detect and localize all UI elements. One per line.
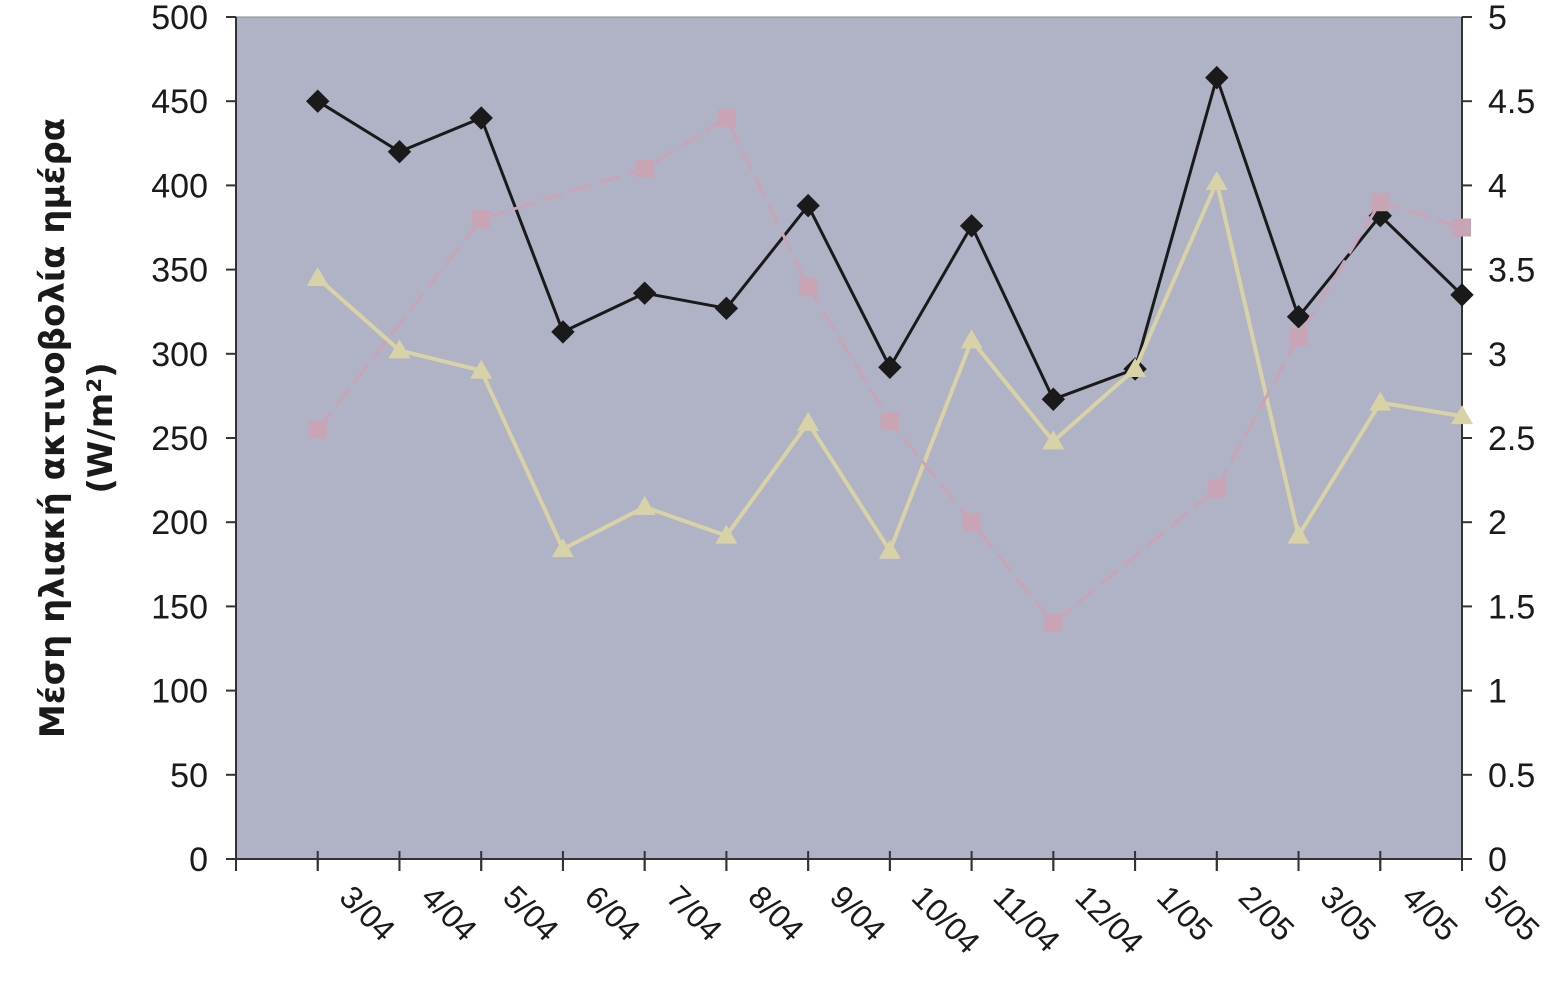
y-right-tick-label: 4.5 [1488,83,1535,121]
x-tick-label: 4/05 [1395,878,1464,947]
x-tick-label: 3/04 [333,878,402,947]
series-1-point [714,296,739,321]
series-1-point [1286,305,1311,329]
series-3-line [316,116,1463,625]
y-left-tick-label: 500 [151,0,208,37]
y-right-tick-label: 3 [1488,336,1507,374]
y-right-tick-label: 0 [1488,841,1507,879]
series-2-point [388,339,411,359]
series-2-point [633,496,656,516]
x-tick-label: 8/04 [741,878,810,947]
series-1-point [387,140,412,164]
y-left-tick-label: 400 [151,167,208,205]
y-right-tick-label: 2.5 [1488,420,1535,458]
y-right-tick-label: 1 [1488,673,1507,711]
series-1-point [306,89,330,113]
x-tick-label: 5/05 [1477,878,1546,947]
y-left-tick-label: 150 [151,588,208,626]
y-right-tick-label: 1.5 [1488,588,1535,626]
series-2-point [470,359,493,379]
series-3-point [472,210,491,229]
y-left-tick-label: 350 [151,252,208,290]
y-axis-unit: (W/m²) [81,362,121,493]
x-tick-label: 3/05 [1314,878,1383,947]
y-left-tick-label: 100 [151,673,208,711]
y-left-tick-label: 50 [170,757,208,795]
series-2-point [306,267,329,287]
series-2-point [1287,524,1310,544]
x-tick-label: 7/04 [660,878,729,947]
series-3-point [1289,327,1308,346]
series-1-point [469,106,493,130]
y-right-tick-label: 3.5 [1488,252,1535,290]
series-3-point [1207,479,1226,498]
x-tick-label: 6/04 [578,878,647,947]
y-right-tick-label: 4 [1488,167,1507,205]
series-3-point [308,420,327,439]
series-3-point [880,412,899,431]
series-2-point [1124,357,1147,377]
series-2-point [878,539,901,559]
plot-area [235,16,1463,860]
y-left-tick-label: 250 [151,420,208,458]
series-3-point [1371,193,1390,212]
x-tick-label: 5/04 [496,878,565,947]
series-1-point [1041,387,1066,411]
series-1-point [632,281,657,305]
y-left-tick-label: 200 [151,504,208,542]
series-1-point [959,214,984,238]
series-2-point [1369,391,1392,411]
y-axis-title: Μέση ηλιακή ακτινοβολία ημέρα [33,118,73,738]
x-tick-label: 11/04 [987,878,1067,958]
series-1-point [796,193,820,218]
series-2-point [551,538,574,558]
y-right-tick-label: 2 [1488,504,1507,542]
x-tick-label: 4/04 [415,878,484,947]
y-left-tick-label: 300 [151,336,208,374]
x-tick-label: 1/05 [1150,878,1219,947]
y-right-tick-label: 0.5 [1488,757,1535,795]
series-2-point [797,411,820,431]
series-1-point [1205,65,1229,90]
series-2-point [1205,171,1228,191]
series-2-point [1042,430,1065,450]
series-3-point [799,277,818,296]
y-right-tick-label: 5 [1488,0,1507,37]
y-left-tick-label: 0 [189,841,208,879]
series-3-point [1044,614,1063,633]
series-1-point [878,355,902,379]
series-3-point [1453,218,1471,237]
series-3-point [635,159,654,178]
series-1-point [1450,283,1474,307]
series-3-point [962,513,981,532]
x-tick-label: 12/04 [1068,878,1150,960]
series-1-point [551,320,575,344]
x-tick-label: 10/04 [905,878,987,960]
series-3-point [717,109,736,128]
series-2-point [960,329,983,349]
y-left-tick-label: 450 [151,83,208,121]
series-2-point [715,524,738,544]
series-2-point [1451,405,1473,425]
x-tick-label: 2/05 [1232,878,1301,947]
x-tick-label: 9/04 [823,878,892,947]
